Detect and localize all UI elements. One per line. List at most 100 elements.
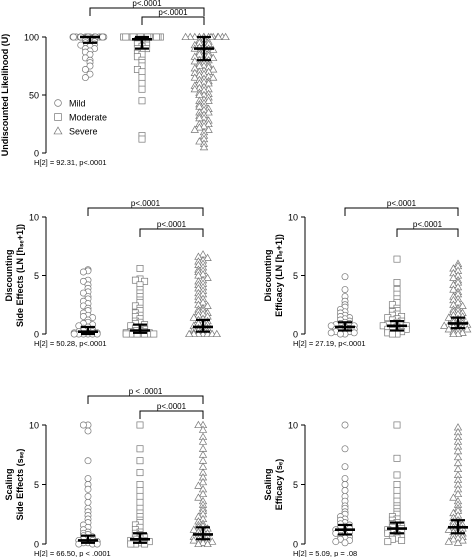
- data-point-moderate: [141, 540, 149, 548]
- panel-disc-eff: 0 5 10 Discounting Efficacy (LN [hₑ+1]) p<.00…: [263, 199, 472, 348]
- kruskal-wallis-stat: H[2] = 27.19, p<.0001: [293, 339, 366, 348]
- data-point-mild: [99, 33, 107, 41]
- data-point-mild: [79, 313, 87, 320]
- y-tick-label: 10: [29, 421, 39, 431]
- y-tick-label: 5: [34, 271, 39, 281]
- significance-bracket: [141, 16, 205, 25]
- data-point-severe: [449, 273, 458, 281]
- y-tick-label: 5: [34, 480, 39, 490]
- data-point-mild: [77, 41, 85, 49]
- data-point-mild: [327, 322, 335, 330]
- data-point-moderate: [136, 265, 144, 272]
- data-point-moderate: [136, 492, 144, 500]
- y-axis-label: Scaling: [263, 468, 273, 500]
- data-point-severe: [204, 96, 213, 104]
- data-point-mild: [350, 329, 358, 337]
- data-point-mild: [86, 62, 94, 70]
- data-point-severe: [449, 285, 458, 293]
- data-point-severe: [208, 537, 217, 545]
- data-point-severe: [189, 536, 198, 544]
- data-point-severe: [198, 489, 208, 498]
- data-point-mild: [341, 421, 349, 429]
- data-point-moderate: [136, 498, 144, 506]
- data-point-mild: [70, 330, 78, 338]
- data-point-mild: [84, 485, 92, 493]
- data-point-severe: [194, 420, 203, 429]
- y-axis-label: Scaling: [4, 468, 14, 500]
- y-tick-label: 10: [288, 213, 298, 223]
- panel-scale-side: 0 5 10 Scaling Side Effects (sₛₑ) p < .0001 p<…: [4, 387, 217, 557]
- data-point-severe: [190, 57, 199, 65]
- data-point-moderate: [127, 540, 135, 548]
- data-point-severe: [209, 53, 218, 61]
- legend-label: Severe: [69, 127, 98, 137]
- data-point-mild: [86, 70, 94, 78]
- y-axis-label: Side Effects (LN [hₛₑ+1]): [15, 224, 25, 327]
- data-point-severe: [185, 329, 194, 338]
- significance-bracket: [87, 395, 204, 404]
- data-point-mild: [79, 289, 87, 297]
- data-point-mild: [341, 286, 349, 293]
- data-point-severe: [189, 313, 198, 321]
- significance-bracket: [87, 207, 204, 216]
- data-point-severe: [458, 301, 467, 309]
- data-point-moderate: [150, 330, 158, 338]
- data-point-mild: [81, 74, 89, 82]
- data-point-moderate: [398, 536, 406, 544]
- data-point-moderate: [393, 487, 401, 494]
- data-point-mild: [79, 421, 87, 429]
- data-point-mild: [84, 475, 92, 482]
- data-point-mild: [341, 445, 349, 453]
- data-point-moderate: [138, 85, 146, 93]
- data-point-severe: [194, 481, 203, 489]
- data-point-severe: [453, 538, 463, 546]
- data-point-severe: [190, 73, 199, 81]
- y-axis-label: Side Effects (sₛₑ): [15, 449, 25, 521]
- data-point-severe: [449, 493, 458, 501]
- y-tick-label: 10: [288, 421, 298, 431]
- panel-disc-side: 0 5 10 Discounting Side Effects (LN [hₛₑ+1])…: [4, 199, 221, 348]
- significance-label: p<.0001: [387, 199, 417, 208]
- legend-label: Moderate: [69, 113, 107, 123]
- significance-bracket: [89, 7, 205, 16]
- data-point-mild: [75, 540, 83, 548]
- significance-label: p<.0001: [413, 220, 443, 229]
- y-tick-label: 0: [293, 540, 298, 550]
- data-point-mild: [84, 427, 92, 435]
- data-point-moderate: [393, 454, 401, 462]
- data-point-mild: [341, 481, 349, 488]
- data-point-severe: [444, 525, 453, 533]
- data-point-severe: [444, 313, 453, 321]
- data-point-moderate: [393, 421, 401, 429]
- data-point-mild: [341, 463, 349, 471]
- data-point-severe: [190, 84, 199, 93]
- data-point-severe: [194, 493, 203, 501]
- data-point-severe: [198, 437, 208, 445]
- data-point-moderate: [393, 481, 401, 488]
- data-point-severe: [194, 539, 203, 548]
- data-point-moderate: [393, 279, 401, 286]
- legend-marker-mild: [54, 99, 62, 107]
- legend-label: Mild: [69, 99, 86, 109]
- significance-bracket: [139, 410, 204, 419]
- data-point-moderate: [379, 322, 387, 330]
- data-point-mild: [79, 268, 87, 276]
- data-point-severe: [198, 538, 208, 546]
- data-point-moderate: [136, 481, 144, 488]
- data-point-moderate: [136, 469, 144, 477]
- data-point-severe: [463, 325, 472, 333]
- data-point-severe: [444, 325, 453, 333]
- data-point-moderate: [122, 33, 130, 41]
- data-point-mild: [93, 540, 101, 548]
- data-point-severe: [198, 425, 208, 433]
- data-point-mild: [341, 475, 349, 482]
- y-axis-label: Discounting: [263, 250, 273, 302]
- significance-label: p<.0001: [157, 220, 187, 229]
- data-point-mild: [84, 498, 92, 506]
- data-point-severe: [204, 125, 213, 133]
- data-point-severe: [199, 142, 209, 151]
- kruskal-wallis-stat: H[2] = 92.31, p<.0001: [34, 158, 107, 167]
- panel-undiscounted: 0 50 100 Undiscounted Likelihood (U) p<.0001…: [0, 0, 230, 167]
- y-tick-label: 5: [293, 480, 298, 490]
